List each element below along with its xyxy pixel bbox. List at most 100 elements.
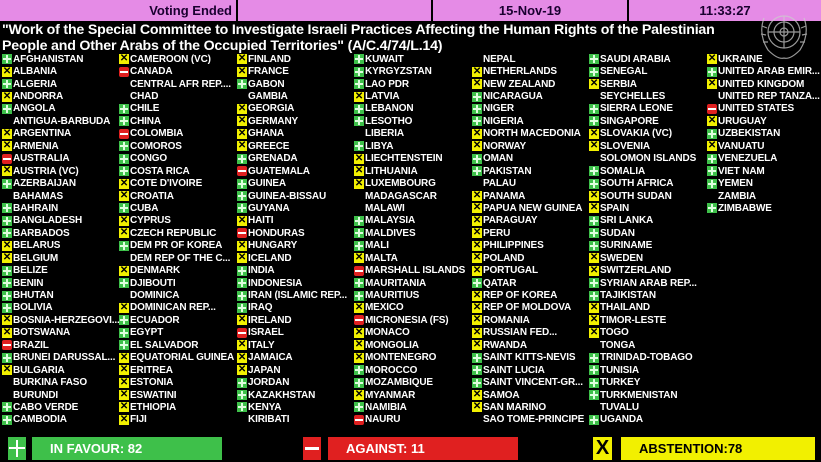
- country-row: ✕ VANUATU: [707, 140, 821, 152]
- country-name: BAHAMAS: [13, 190, 64, 202]
- x-icon: ✕: [472, 289, 482, 301]
- country-row: UNITED ARAB EMIR...: [707, 65, 821, 77]
- country-name: SYRIAN ARAB REP...: [600, 277, 697, 289]
- x-icon: ✕: [472, 339, 482, 351]
- no-vote-icon: [589, 92, 599, 102]
- country-name: BELARUS: [13, 240, 61, 252]
- country-name: DOMINICAN REP...: [130, 302, 216, 314]
- x-icon: ✕: [119, 264, 129, 276]
- country-name: TIMOR-LESTE: [600, 314, 667, 326]
- country-name: SAUDI ARABIA: [600, 53, 671, 65]
- plus-icon: [472, 377, 482, 388]
- x-icon: ✕: [2, 165, 12, 177]
- no-vote-icon: [472, 415, 482, 425]
- country-name: UNITED REP TANZA...: [718, 91, 820, 103]
- country-row: EL SALVADOR: [119, 339, 237, 351]
- country-name: MARSHALL ISLANDS: [365, 265, 466, 277]
- country-name: BENIN: [13, 277, 44, 289]
- plus-icon: [707, 153, 717, 164]
- x-icon: ✕: [354, 301, 364, 313]
- x-icon: ✕: [119, 53, 129, 65]
- abstention-total: ABSTENTION:78: [621, 437, 815, 460]
- plus-icon: [119, 327, 129, 338]
- plus-icon: [472, 278, 482, 289]
- x-icon: ✕: [354, 90, 364, 102]
- plus-icon: [354, 103, 364, 114]
- country-name: COTE D'IVOIRE: [130, 178, 203, 190]
- country-name: EQUATORIAL GUINEA: [130, 352, 235, 364]
- no-vote-icon: [472, 54, 482, 64]
- country-row: TUNISIA: [589, 364, 707, 376]
- country-name: FIJI: [130, 414, 147, 426]
- country-row: UNITED STATES: [707, 103, 821, 115]
- country-row: ✕ COTE D'IVOIRE: [119, 177, 237, 189]
- country-name: PAKISTAN: [483, 165, 532, 177]
- country-name: BRAZIL: [13, 339, 49, 351]
- country-row: ✕ ESTONIA: [119, 376, 237, 388]
- no-vote-icon: [707, 191, 717, 201]
- x-icon: ✕: [707, 78, 717, 90]
- plus-icon: [589, 278, 599, 289]
- country-name: ESTONIA: [130, 377, 174, 389]
- country-row: ✕ GREECE: [237, 140, 355, 152]
- country-row: ZIMBABWE: [707, 202, 821, 214]
- country-row: SUDAN: [589, 227, 707, 239]
- country-name: TONGA: [600, 339, 636, 351]
- country-row: ✕ SERBIA: [589, 78, 707, 90]
- no-vote-icon: [589, 154, 599, 164]
- country-name: BHUTAN: [13, 290, 54, 302]
- country-name: ARMENIA: [13, 140, 59, 152]
- country-row: ✕ SAMOA: [472, 389, 590, 401]
- country-name: UNITED KINGDOM: [718, 78, 805, 90]
- country-name: SAINT KITTS-NEVIS: [483, 352, 576, 364]
- country-row: BENIN: [2, 277, 120, 289]
- country-row: TUVALU: [589, 401, 707, 413]
- country-row: ANGOLA: [2, 103, 120, 115]
- country-name: PORTUGAL: [483, 265, 538, 277]
- plus-icon: [589, 116, 599, 127]
- country-name: MONGOLIA: [365, 339, 419, 351]
- country-row: SOMALIA: [589, 165, 707, 177]
- plus-icon: [237, 265, 247, 276]
- plus-icon: [119, 103, 129, 114]
- country-row: LESOTHO: [354, 115, 472, 127]
- plus-icon: [354, 116, 364, 127]
- country-name: RWANDA: [483, 339, 527, 351]
- no-vote-icon: [2, 116, 12, 126]
- country-name: REP OF MOLDOVA: [483, 302, 572, 314]
- x-icon: ✕: [119, 413, 129, 425]
- country-name: QATAR: [483, 277, 517, 289]
- country-name: PERU: [483, 227, 511, 239]
- x-icon: ✕: [589, 326, 599, 338]
- plus-icon: [354, 240, 364, 251]
- plus-icon: [2, 203, 12, 214]
- minus-icon: [354, 414, 364, 425]
- country-name: SPAIN: [600, 202, 630, 214]
- country-row: ✕ MONTENEGRO: [354, 352, 472, 364]
- country-row: BURKINA FASO: [2, 376, 120, 388]
- plus-icon: [2, 178, 12, 189]
- country-name: KAZAKHSTAN: [248, 389, 316, 401]
- country-name: NAURU: [365, 414, 401, 426]
- x-icon: ✕: [2, 239, 12, 251]
- plus-icon: [119, 315, 129, 326]
- country-name: LIECHTENSTEIN: [365, 153, 443, 165]
- country-name: COMOROS: [130, 140, 182, 152]
- country-name: SRI LANKA: [600, 215, 654, 227]
- country-row: BRAZIL: [2, 339, 120, 351]
- country-name: ANDORRA: [13, 91, 64, 103]
- plus-icon: [2, 79, 12, 90]
- country-row: INDIA: [237, 264, 355, 276]
- country-name: TUVALU: [600, 401, 639, 413]
- plus-icon: [354, 365, 364, 376]
- x-icon: ✕: [589, 202, 599, 214]
- country-row: IRAQ: [237, 302, 355, 314]
- plus-icon: [237, 402, 247, 413]
- x-icon: ✕: [472, 190, 482, 202]
- minus-icon: [354, 315, 364, 326]
- country-name: MOROCCO: [365, 364, 418, 376]
- plus-icon: [589, 365, 599, 376]
- country-row: UGANDA: [589, 414, 707, 426]
- country-row: ALGERIA: [2, 78, 120, 90]
- minus-icon: [237, 228, 247, 239]
